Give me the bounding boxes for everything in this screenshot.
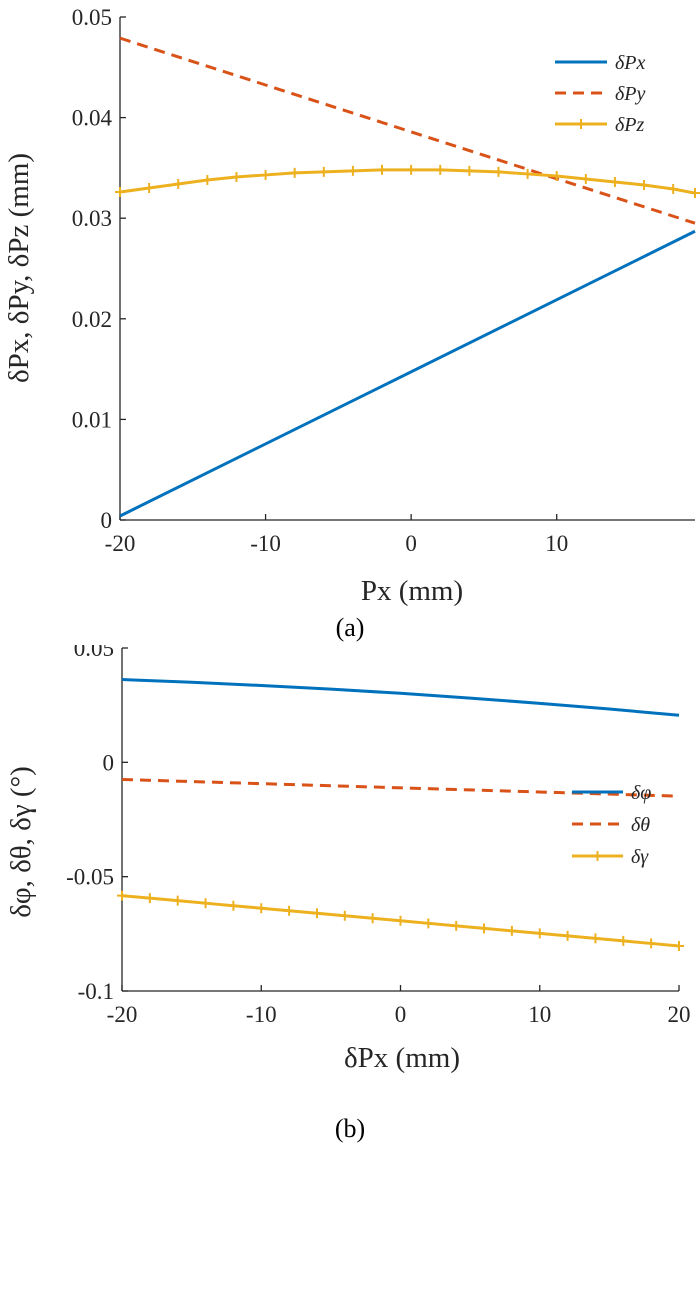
series-marker-2 xyxy=(347,165,358,176)
y-tick-label: 0.03 xyxy=(72,206,112,231)
series-line-0 xyxy=(119,229,696,518)
series-marker-2 xyxy=(117,890,127,901)
series-marker-2 xyxy=(423,918,434,929)
legend-label-1: δPy xyxy=(615,83,646,105)
figure-caption: (a) xyxy=(336,613,365,642)
chart-a: 0 0.01 0.02 0.03 0.04 0.05 -20 -10 0 10 Px (mm) δPx… xyxy=(3,5,700,642)
series-marker-2 xyxy=(144,183,155,194)
y-tick-label: 0.05 xyxy=(74,645,114,661)
series-marker-2 xyxy=(200,898,211,909)
series-marker-2 xyxy=(674,940,684,951)
series-marker-2 xyxy=(580,173,591,184)
legend-label-2: δPz xyxy=(615,114,645,136)
y-tick-label: 0.01 xyxy=(72,407,112,432)
series-marker-2 xyxy=(115,187,125,198)
series-marker-2 xyxy=(435,164,446,175)
x-tick-label: 0 xyxy=(395,1002,407,1027)
x-axis-label: δPx (mm) xyxy=(344,1042,460,1074)
x-tick-label: 10 xyxy=(528,1002,551,1027)
y-axis-label: δPx, δPy, δPz (mm) xyxy=(3,153,35,383)
y-tick-label: 0 xyxy=(103,750,115,775)
figure-caption: (b) xyxy=(335,1114,365,1143)
series-marker-2 xyxy=(284,905,295,916)
x-tick-label: 10 xyxy=(545,531,568,556)
legend-marker-2 xyxy=(576,119,586,129)
series-marker-2 xyxy=(289,167,300,178)
series-line-0 xyxy=(121,678,680,717)
series-marker-2 xyxy=(228,900,239,911)
legend-label-0: δφ xyxy=(631,782,651,804)
series-marker-2 xyxy=(551,170,562,181)
series-marker-2 xyxy=(493,166,504,177)
series-marker-2 xyxy=(690,188,700,199)
legend-label-1: δθ xyxy=(631,814,650,836)
series-marker-2 xyxy=(367,913,378,924)
x-tick-label: -10 xyxy=(250,531,281,556)
series-marker-2 xyxy=(506,925,517,936)
series-marker-2 xyxy=(646,938,657,949)
series-marker-2 xyxy=(451,920,462,931)
series-marker-2 xyxy=(522,168,533,179)
series-marker-2 xyxy=(639,180,650,191)
y-tick-label: -0.05 xyxy=(66,865,114,890)
series-marker-2 xyxy=(144,893,155,904)
series-marker-2 xyxy=(231,171,242,182)
x-tick-label: -20 xyxy=(105,531,136,556)
y-tick-label: 0.02 xyxy=(72,307,112,332)
y-tick-label: 0.05 xyxy=(72,5,112,30)
series-marker-2 xyxy=(668,184,679,195)
series-marker-2 xyxy=(406,164,417,175)
series-marker-2 xyxy=(173,178,184,189)
series-marker-2 xyxy=(609,176,620,187)
series-marker-2 xyxy=(618,935,629,946)
series-marker-2 xyxy=(464,165,475,176)
series-marker-2 xyxy=(172,895,183,906)
series-marker-2 xyxy=(395,915,406,926)
legend-label-0: δPx xyxy=(615,52,646,74)
series-line-1 xyxy=(121,777,680,798)
y-axis-label: δφ, δθ, δγ (°) xyxy=(5,766,37,918)
series-marker-2 xyxy=(339,910,350,921)
y-tick-label: 0 xyxy=(101,508,113,533)
series-marker-2 xyxy=(479,923,490,934)
legend-label-2: δγ xyxy=(631,846,649,868)
series-line-2 xyxy=(119,168,696,195)
y-tick-label: -0.1 xyxy=(78,979,114,1004)
legend-marker-2 xyxy=(592,851,603,861)
x-tick-label: 20 xyxy=(668,1002,691,1027)
series-marker-2 xyxy=(202,174,213,185)
series-marker-2 xyxy=(311,908,322,919)
series-marker-2 xyxy=(562,930,573,941)
series-line-1 xyxy=(119,36,696,225)
y-tick-label: 0.04 xyxy=(72,106,113,131)
x-axis-label: Px (mm) xyxy=(361,575,463,607)
x-tick-label: -10 xyxy=(246,1002,277,1027)
series-marker-2 xyxy=(590,933,601,944)
x-tick-label: -20 xyxy=(107,1002,138,1027)
series-marker-2 xyxy=(377,164,388,175)
series-marker-2 xyxy=(256,903,267,914)
series-marker-2 xyxy=(260,169,271,180)
chart-b: -0.1 -0.05 0 0.05 -20 -10 0 10 20 δPx (mm) δφ, δθ,… xyxy=(5,645,691,1143)
series-marker-2 xyxy=(534,928,545,939)
series-marker-2 xyxy=(318,166,329,177)
x-tick-label: 0 xyxy=(405,531,417,556)
